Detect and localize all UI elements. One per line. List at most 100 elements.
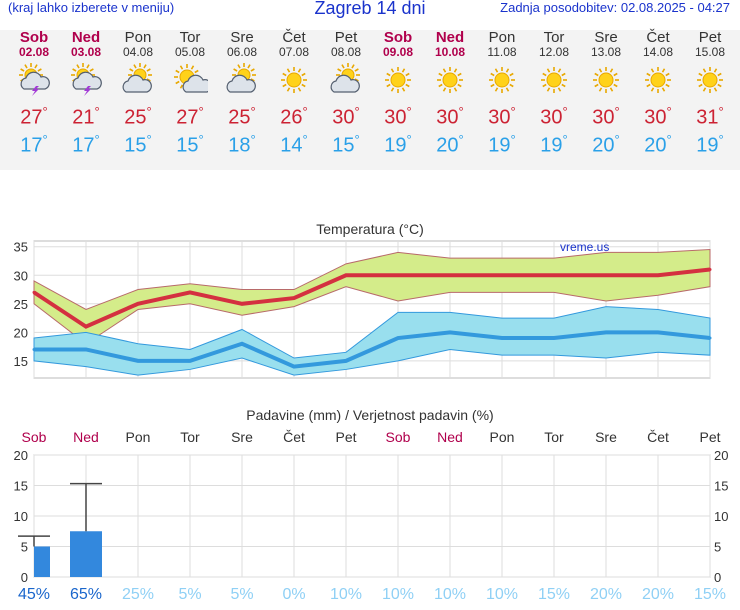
category-label: Tor xyxy=(544,429,564,445)
temp-point xyxy=(136,302,140,306)
category-label: Sre xyxy=(231,429,253,445)
degree-sign: ° xyxy=(302,131,308,147)
max-temperature: 27° xyxy=(164,104,216,130)
sun-icon xyxy=(372,62,424,98)
day-name: Sob xyxy=(19,29,49,46)
temp-point xyxy=(604,273,608,277)
sun-cloud-icon xyxy=(216,62,268,98)
day-name: Sob xyxy=(383,29,413,46)
precip-probability-label: 20% xyxy=(590,586,622,603)
day-date: 07.08 xyxy=(278,45,310,59)
max-temperature: 30° xyxy=(632,104,684,130)
max-temp-value: 30 xyxy=(332,106,355,129)
min-temp-value: 19 xyxy=(488,134,511,157)
day-name: Tor xyxy=(179,29,201,46)
max-temperature: 30° xyxy=(528,104,580,130)
sun-icon xyxy=(268,62,320,98)
min-temperature: 15° xyxy=(164,132,216,158)
sun-cloud-icon xyxy=(112,62,164,98)
min-temperature: 14° xyxy=(268,132,320,158)
temp-point xyxy=(136,359,140,363)
temp-point xyxy=(32,290,36,294)
min-temperature: 20° xyxy=(632,132,684,158)
max-temp-value: 30 xyxy=(592,106,615,129)
y-tick-label-left: 5 xyxy=(21,540,28,555)
day-column: Tor 05.08 27° 15° xyxy=(164,30,216,157)
degree-sign: ° xyxy=(94,104,100,119)
category-label: Sob xyxy=(386,429,411,445)
temp-point xyxy=(656,330,660,334)
category-label: Ned xyxy=(73,429,99,445)
day-date: 11.08 xyxy=(487,45,517,59)
day-name: Ned xyxy=(71,29,101,46)
degree-sign: ° xyxy=(94,131,100,147)
sun-icon xyxy=(580,62,632,98)
sun-cloud-storm-icon xyxy=(8,62,60,98)
min-temperature: 19° xyxy=(684,132,736,158)
category-label: Čet xyxy=(283,429,305,445)
max-temp-value: 30 xyxy=(436,106,459,129)
day-name: Čet xyxy=(646,29,670,46)
y-tick-label: 25 xyxy=(14,297,28,312)
min-temp-value: 20 xyxy=(592,134,615,157)
temp-point xyxy=(188,359,192,363)
day-date: 03.08 xyxy=(70,45,102,59)
temp-point xyxy=(604,330,608,334)
degree-sign: ° xyxy=(406,131,412,147)
min-temperature: 18° xyxy=(216,132,268,158)
max-temperature: 26° xyxy=(268,104,320,130)
day-column: Čet 14.08 30° 20° xyxy=(632,30,684,157)
sun-icon xyxy=(424,62,476,98)
precip-probability-label: 10% xyxy=(382,586,414,603)
min-temp-value: 14 xyxy=(280,134,303,157)
max-temp-value: 30 xyxy=(644,106,667,129)
temp-point xyxy=(656,273,660,277)
day-name: Čet xyxy=(282,29,306,46)
y-tick-label-right: 0 xyxy=(714,570,721,585)
degree-sign: ° xyxy=(406,104,412,119)
temp-point xyxy=(552,336,556,340)
y-tick-label-right: 10 xyxy=(714,509,728,524)
max-temperature: 30° xyxy=(580,104,632,130)
min-temp-value: 18 xyxy=(228,134,251,157)
chart-title: Padavine (mm) / Verjetnost padavin (%) xyxy=(246,407,493,423)
degree-sign: ° xyxy=(250,104,256,119)
min-temp-value: 15 xyxy=(176,134,199,157)
sun-cloud-icon xyxy=(320,62,372,98)
degree-sign: ° xyxy=(510,131,516,147)
category-label: Sob xyxy=(22,429,47,445)
header-hint[interactable]: (kraj lahko izberete v meniju) xyxy=(8,0,175,15)
min-temp-line xyxy=(34,330,711,369)
day-date: 10.08 xyxy=(434,45,466,59)
y-tick-label-right: 5 xyxy=(714,540,721,555)
min-temp-value: 19 xyxy=(696,134,719,157)
temp-point xyxy=(240,302,244,306)
day-date: 13.08 xyxy=(590,45,622,59)
daily-forecast-strip: Sob 02.08 27° 17° Ned 03.08 21° 17° Pon 04.08 25° 1… xyxy=(0,30,740,170)
max-temp-value: 25 xyxy=(228,106,251,129)
degree-sign: ° xyxy=(42,131,48,147)
precip-probability-label: 20% xyxy=(642,586,674,603)
day-name: Tor xyxy=(543,29,565,46)
chart-title: Temperatura (°C) xyxy=(316,221,424,237)
min-temp-value: 17 xyxy=(20,134,43,157)
y-tick-label: 30 xyxy=(14,268,28,283)
day-date: 08.08 xyxy=(330,45,362,59)
min-temperature: 19° xyxy=(372,132,424,158)
degree-sign: ° xyxy=(458,104,464,119)
temp-point xyxy=(240,342,244,346)
degree-sign: ° xyxy=(250,131,256,147)
category-label: Pet xyxy=(699,429,720,445)
day-date: 04.08 xyxy=(122,45,154,59)
category-label: Ned xyxy=(437,429,463,445)
degree-sign: ° xyxy=(614,104,620,119)
day-column: Pet 08.08 30° 15° xyxy=(320,30,372,157)
temp-point xyxy=(448,273,452,277)
max-temperature: 21° xyxy=(60,104,112,130)
page-title: Zagreb 14 dni xyxy=(314,0,426,18)
y-tick-label: 35 xyxy=(14,240,28,255)
max-temperature: 30° xyxy=(372,104,424,130)
day-column: Ned 03.08 21° 17° xyxy=(60,30,112,157)
min-temperature: 15° xyxy=(320,132,372,158)
min-temp-value: 19 xyxy=(540,134,563,157)
